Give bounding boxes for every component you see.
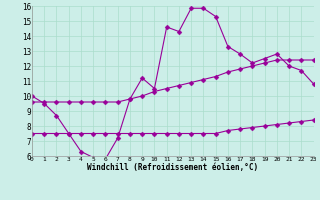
X-axis label: Windchill (Refroidissement éolien,°C): Windchill (Refroidissement éolien,°C) xyxy=(87,163,258,172)
